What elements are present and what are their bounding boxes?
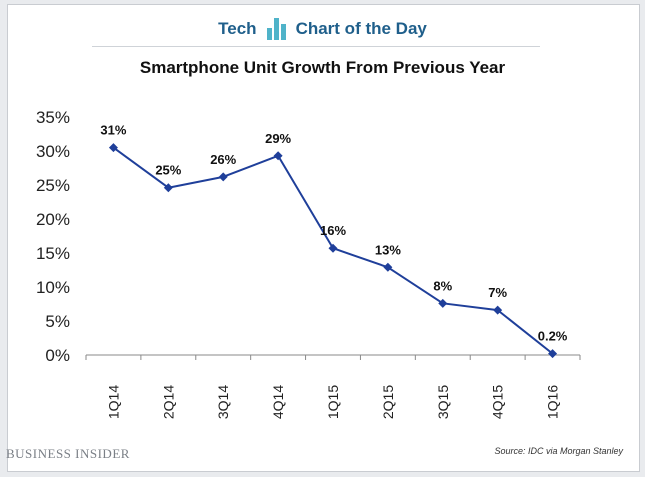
data-point-marker bbox=[548, 349, 558, 359]
x-tick-label: 1Q14 bbox=[105, 385, 121, 419]
chart-card bbox=[7, 4, 640, 472]
data-label: 29% bbox=[265, 131, 291, 146]
x-tick-label: 2Q15 bbox=[380, 385, 396, 419]
data-label: 25% bbox=[155, 163, 181, 178]
y-tick-label: 30% bbox=[36, 142, 70, 161]
data-point-marker bbox=[438, 298, 448, 308]
header-chart-of-the-day-label: Chart of the Day bbox=[295, 19, 427, 38]
x-tick-label: 4Q15 bbox=[490, 385, 506, 419]
x-tick-label: 3Q15 bbox=[435, 385, 451, 419]
data-label: 7% bbox=[488, 285, 507, 300]
data-label: 13% bbox=[375, 242, 401, 257]
data-point-marker bbox=[218, 172, 228, 182]
header-tech-label: Tech bbox=[218, 19, 257, 38]
data-label: 31% bbox=[100, 123, 126, 138]
y-tick-label: 5% bbox=[45, 312, 70, 331]
y-tick-label: 0% bbox=[45, 346, 70, 365]
data-point-marker bbox=[108, 143, 118, 153]
data-point-marker bbox=[328, 243, 338, 253]
x-tick-label: 3Q14 bbox=[215, 385, 231, 419]
data-point-marker bbox=[383, 262, 393, 272]
bar-chart-icon bbox=[266, 18, 286, 40]
y-tick-label: 15% bbox=[36, 244, 70, 263]
header-divider bbox=[92, 46, 540, 47]
business-insider-logo: BUSINESS INSIDER bbox=[6, 446, 130, 461]
data-label: 8% bbox=[433, 278, 452, 293]
x-tick-label: 4Q14 bbox=[270, 385, 286, 419]
data-label: 16% bbox=[320, 223, 346, 238]
y-tick-label: 25% bbox=[36, 176, 70, 195]
y-tick-label: 10% bbox=[36, 278, 70, 297]
data-label: 0.2% bbox=[538, 329, 568, 344]
x-tick-label: 1Q16 bbox=[545, 385, 561, 419]
chart-of-the-day-header: Tech Chart of the Day bbox=[0, 14, 645, 44]
x-tick-label: 1Q15 bbox=[325, 385, 341, 419]
data-point-marker bbox=[493, 305, 503, 315]
data-point-marker bbox=[273, 151, 283, 161]
x-tick-label: 2Q14 bbox=[160, 385, 176, 419]
data-point-marker bbox=[163, 183, 173, 193]
y-tick-label: 35% bbox=[36, 108, 70, 127]
y-tick-label: 20% bbox=[36, 210, 70, 229]
chart-title: Smartphone Unit Growth From Previous Yea… bbox=[139, 58, 506, 77]
source-note: Source: IDC via Morgan Stanley bbox=[494, 446, 623, 456]
data-label: 26% bbox=[210, 152, 236, 167]
